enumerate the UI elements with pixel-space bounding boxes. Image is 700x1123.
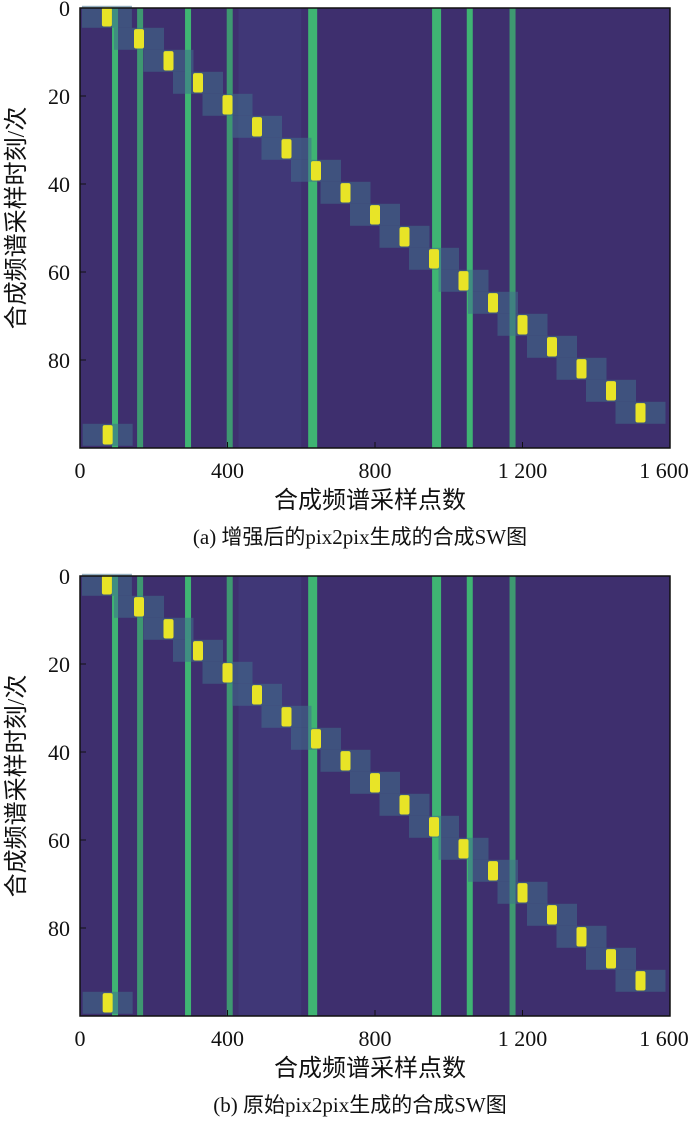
figure-caption: (a) 增强后的pix2pix生成的合成SW图 — [193, 525, 527, 549]
heatmap-noise-band — [238, 8, 302, 448]
x-tick-label: 400 — [211, 1026, 244, 1051]
heatmap-noise-band — [238, 576, 302, 1016]
y-tick-label: 40 — [48, 172, 70, 197]
y-tick-label: 60 — [48, 260, 70, 285]
y-tick-label: 80 — [48, 916, 70, 941]
heatmap-background — [80, 8, 670, 448]
diagonal-spot-mark — [429, 249, 439, 269]
diagonal-spot-mark — [281, 707, 292, 727]
diagonal-spot-mark — [370, 773, 380, 793]
figure-caption: (b) 原始pix2pix生成的合成SW图 — [213, 1093, 506, 1117]
x-tick-label: 1 200 — [498, 1026, 548, 1051]
diagonal-spot-mark — [517, 315, 528, 335]
x-axis-label: 合成频谱采样点数 — [274, 1055, 466, 1082]
diagonal-spot-mark — [222, 663, 233, 683]
x-tick-label: 1 200 — [498, 458, 548, 483]
diagonal-spot-mark — [488, 293, 498, 313]
vertical-line-mark — [509, 576, 516, 1016]
diagonal-spot-mark — [222, 95, 233, 115]
diagonal-spot-mark — [163, 51, 174, 71]
vertical-line-mark — [226, 576, 233, 1016]
chart-panel-b: 0 400 800 1 200 1 600 0 20 40 60 80 合成频谱采样点数 合成频谱采样… — [3, 564, 689, 1117]
vertical-line-mark — [509, 8, 516, 448]
vertical-line-mark — [226, 8, 233, 448]
diagonal-spot-mark — [576, 359, 587, 379]
y-axis-label: 合成频谱采样时刻/次 — [3, 675, 30, 898]
diagonal-spot-mark — [488, 861, 498, 881]
x-tick-label: 0 — [75, 1026, 86, 1051]
diagonal-spot-mark — [102, 993, 113, 1013]
diagonal-spot-mark — [340, 751, 351, 771]
y-axis-label: 合成频谱采样时刻/次 — [3, 107, 30, 330]
y-tick-label: 80 — [48, 348, 70, 373]
diagonal-spot-mark — [101, 7, 112, 27]
vertical-line-mark — [185, 576, 192, 1016]
vertical-line-mark — [432, 576, 442, 1016]
vertical-line-mark — [112, 8, 119, 448]
x-tick-label: 0 — [75, 458, 86, 483]
diagonal-spot-mark — [311, 729, 321, 749]
heatmap-background — [80, 576, 670, 1016]
diagonal-spot-mark — [134, 29, 144, 49]
diagonal-spot-mark — [134, 597, 144, 617]
diagonal-spot-mark — [576, 927, 587, 947]
diagonal-spot-mark — [606, 381, 616, 401]
y-tick-label: 60 — [48, 828, 70, 853]
y-tick-label: 20 — [48, 84, 70, 109]
diagonal-spot-mark — [102, 425, 113, 445]
y-tick-label: 20 — [48, 652, 70, 677]
vertical-line-mark — [432, 8, 442, 448]
diagonal-spot-mark — [458, 839, 469, 859]
vertical-line-mark — [466, 8, 473, 448]
diagonal-spot-mark — [193, 73, 203, 93]
diagonal-spot-mark — [547, 337, 557, 357]
diagonal-spot-mark — [606, 949, 616, 969]
diagonal-spot-mark — [517, 883, 528, 903]
x-tick-label: 800 — [359, 458, 392, 483]
x-tick-label: 1 600 — [639, 1026, 689, 1051]
vertical-line-mark — [185, 8, 192, 448]
x-axis-label: 合成频谱采样点数 — [274, 487, 466, 514]
diagonal-spot-mark — [193, 641, 203, 661]
diagonal-spot-mark — [101, 575, 112, 595]
diagonal-spot-mark — [163, 619, 174, 639]
diagonal-spot-mark — [458, 271, 469, 291]
vertical-line-mark — [308, 8, 318, 448]
diagonal-spot-mark — [252, 685, 262, 705]
y-tick-label: 0 — [59, 564, 70, 589]
diagonal-spot-mark — [429, 817, 439, 837]
vertical-line-mark — [308, 576, 318, 1016]
diagonal-spot-mark — [399, 795, 410, 815]
diagonal-spot-mark — [340, 183, 351, 203]
x-tick-label: 400 — [211, 458, 244, 483]
diagonal-spot-mark — [635, 403, 646, 423]
x-tick-label: 800 — [359, 1026, 392, 1051]
diagonal-spot-mark — [281, 139, 292, 159]
diagonal-spot-mark — [399, 227, 410, 247]
diagonal-spot-mark — [635, 971, 646, 991]
diagonal-spot-mark — [370, 205, 380, 225]
x-tick-label: 1 600 — [639, 458, 689, 483]
vertical-line-mark — [137, 576, 144, 1016]
diagonal-spot-mark — [311, 161, 321, 181]
diagonal-spot-mark — [252, 117, 262, 137]
vertical-line-mark — [137, 8, 144, 448]
diagonal-spot-mark — [547, 905, 557, 925]
chart-panel-a: 0 400 800 1 200 1 600 0 20 40 60 80 合成频谱采样点数 合成频谱采样… — [3, 0, 689, 549]
vertical-line-mark — [466, 576, 473, 1016]
y-tick-label: 0 — [59, 0, 70, 21]
y-tick-label: 40 — [48, 740, 70, 765]
vertical-line-mark — [112, 576, 119, 1016]
